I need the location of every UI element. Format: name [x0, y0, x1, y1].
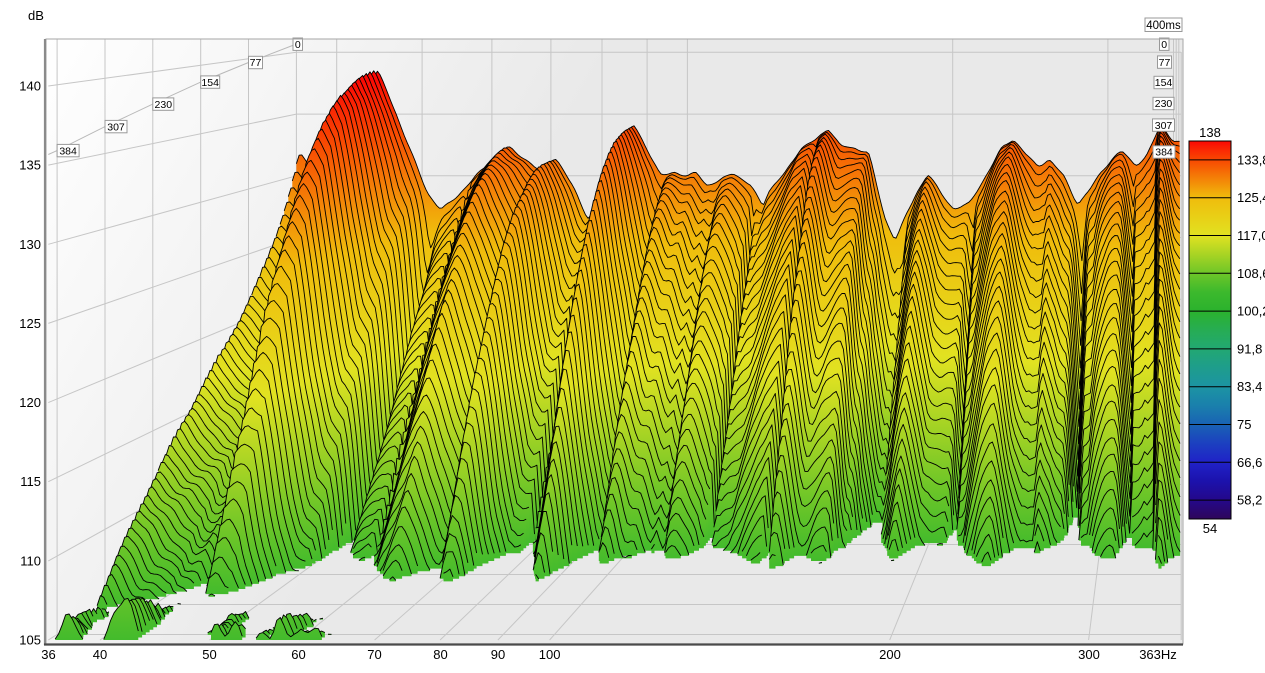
svg-text:60: 60: [291, 647, 305, 662]
svg-text:154: 154: [201, 77, 219, 89]
svg-text:363Hz: 363Hz: [1139, 647, 1177, 662]
svg-text:125: 125: [19, 316, 41, 331]
svg-text:133,8: 133,8: [1237, 152, 1265, 167]
svg-text:110: 110: [20, 553, 41, 568]
svg-text:125,4: 125,4: [1237, 190, 1265, 205]
svg-text:230: 230: [155, 99, 173, 111]
svg-text:83,4: 83,4: [1237, 379, 1262, 394]
svg-text:80: 80: [433, 647, 447, 662]
svg-text:75: 75: [1237, 417, 1251, 432]
svg-text:307: 307: [1155, 120, 1173, 132]
svg-text:58,2: 58,2: [1237, 493, 1262, 508]
svg-text:140: 140: [19, 79, 41, 94]
svg-text:54: 54: [1203, 521, 1217, 536]
svg-text:115: 115: [20, 474, 41, 489]
svg-text:77: 77: [1159, 57, 1171, 69]
svg-text:230: 230: [1155, 98, 1173, 110]
svg-text:dB: dB: [28, 8, 44, 23]
svg-text:200: 200: [879, 647, 901, 662]
svg-text:77: 77: [250, 57, 262, 69]
svg-text:0: 0: [1161, 39, 1167, 51]
svg-text:384: 384: [59, 145, 77, 157]
svg-text:108,6: 108,6: [1237, 266, 1265, 281]
svg-text:135: 135: [19, 158, 41, 173]
svg-text:117,0: 117,0: [1237, 228, 1265, 243]
svg-text:105: 105: [19, 633, 41, 648]
svg-text:100,2: 100,2: [1237, 304, 1265, 319]
svg-text:91,8: 91,8: [1237, 341, 1262, 356]
svg-text:384: 384: [1155, 147, 1173, 159]
svg-text:66,6: 66,6: [1237, 455, 1262, 470]
svg-text:138: 138: [1199, 125, 1221, 140]
svg-text:70: 70: [367, 647, 381, 662]
svg-text:130: 130: [19, 237, 41, 252]
svg-text:300: 300: [1078, 647, 1100, 662]
svg-text:307: 307: [107, 121, 125, 133]
svg-text:120: 120: [19, 395, 41, 410]
svg-text:400ms: 400ms: [1146, 20, 1181, 32]
svg-text:154: 154: [1155, 77, 1173, 89]
svg-text:50: 50: [202, 647, 216, 662]
svg-text:36: 36: [41, 647, 55, 662]
svg-text:40: 40: [93, 647, 107, 662]
svg-text:0: 0: [295, 39, 301, 51]
svg-text:100: 100: [539, 647, 561, 662]
svg-text:90: 90: [491, 647, 505, 662]
